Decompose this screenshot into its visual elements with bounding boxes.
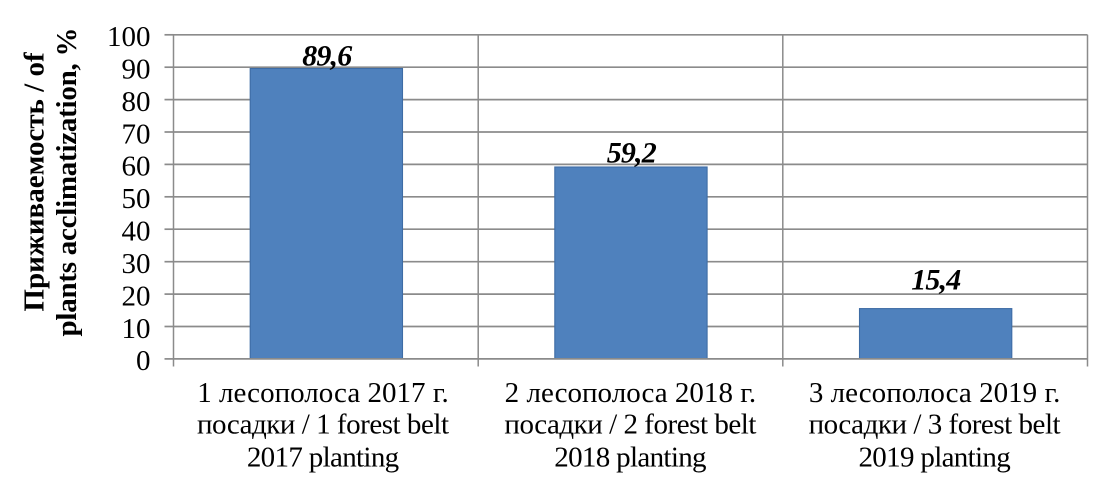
- svg-text:15,4: 15,4: [911, 264, 961, 297]
- svg-text:Приживаемость / of: Приживаемость / of: [19, 52, 51, 312]
- svg-text:посадки / 2 forest belt: посадки / 2 forest belt: [504, 408, 756, 440]
- svg-text:80: 80: [122, 86, 151, 118]
- svg-text:2019 planting: 2019 planting: [858, 442, 1010, 474]
- svg-text:посадки / 1 forest belt: посадки / 1 forest belt: [197, 408, 449, 440]
- svg-text:посадки / 3 forest belt: посадки / 3 forest belt: [809, 408, 1061, 440]
- svg-text:89,6: 89,6: [302, 39, 352, 72]
- svg-text:59,2: 59,2: [607, 136, 657, 169]
- svg-text:70: 70: [122, 118, 151, 150]
- svg-text:20: 20: [122, 280, 151, 312]
- svg-text:50: 50: [122, 183, 151, 215]
- svg-text:40: 40: [122, 216, 151, 248]
- svg-text:1 лесополоса 2017 г.: 1 лесополоса 2017 г.: [197, 377, 449, 409]
- svg-text:90: 90: [122, 54, 151, 86]
- svg-text:100: 100: [107, 21, 151, 53]
- svg-text:plants acclimatization, %: plants acclimatization, %: [51, 28, 83, 337]
- svg-text:0: 0: [136, 345, 151, 377]
- svg-text:2018 planting: 2018 planting: [554, 442, 706, 474]
- svg-text:30: 30: [122, 248, 151, 280]
- svg-text:3 лесополоса 2019 г.: 3 лесополоса 2019 г.: [809, 377, 1061, 409]
- svg-text:60: 60: [122, 151, 151, 183]
- svg-text:10: 10: [122, 313, 151, 345]
- svg-text:2 лесополоса 2018 г.: 2 лесополоса 2018 г.: [505, 377, 757, 409]
- svg-text:2017 planting: 2017 planting: [247, 442, 399, 474]
